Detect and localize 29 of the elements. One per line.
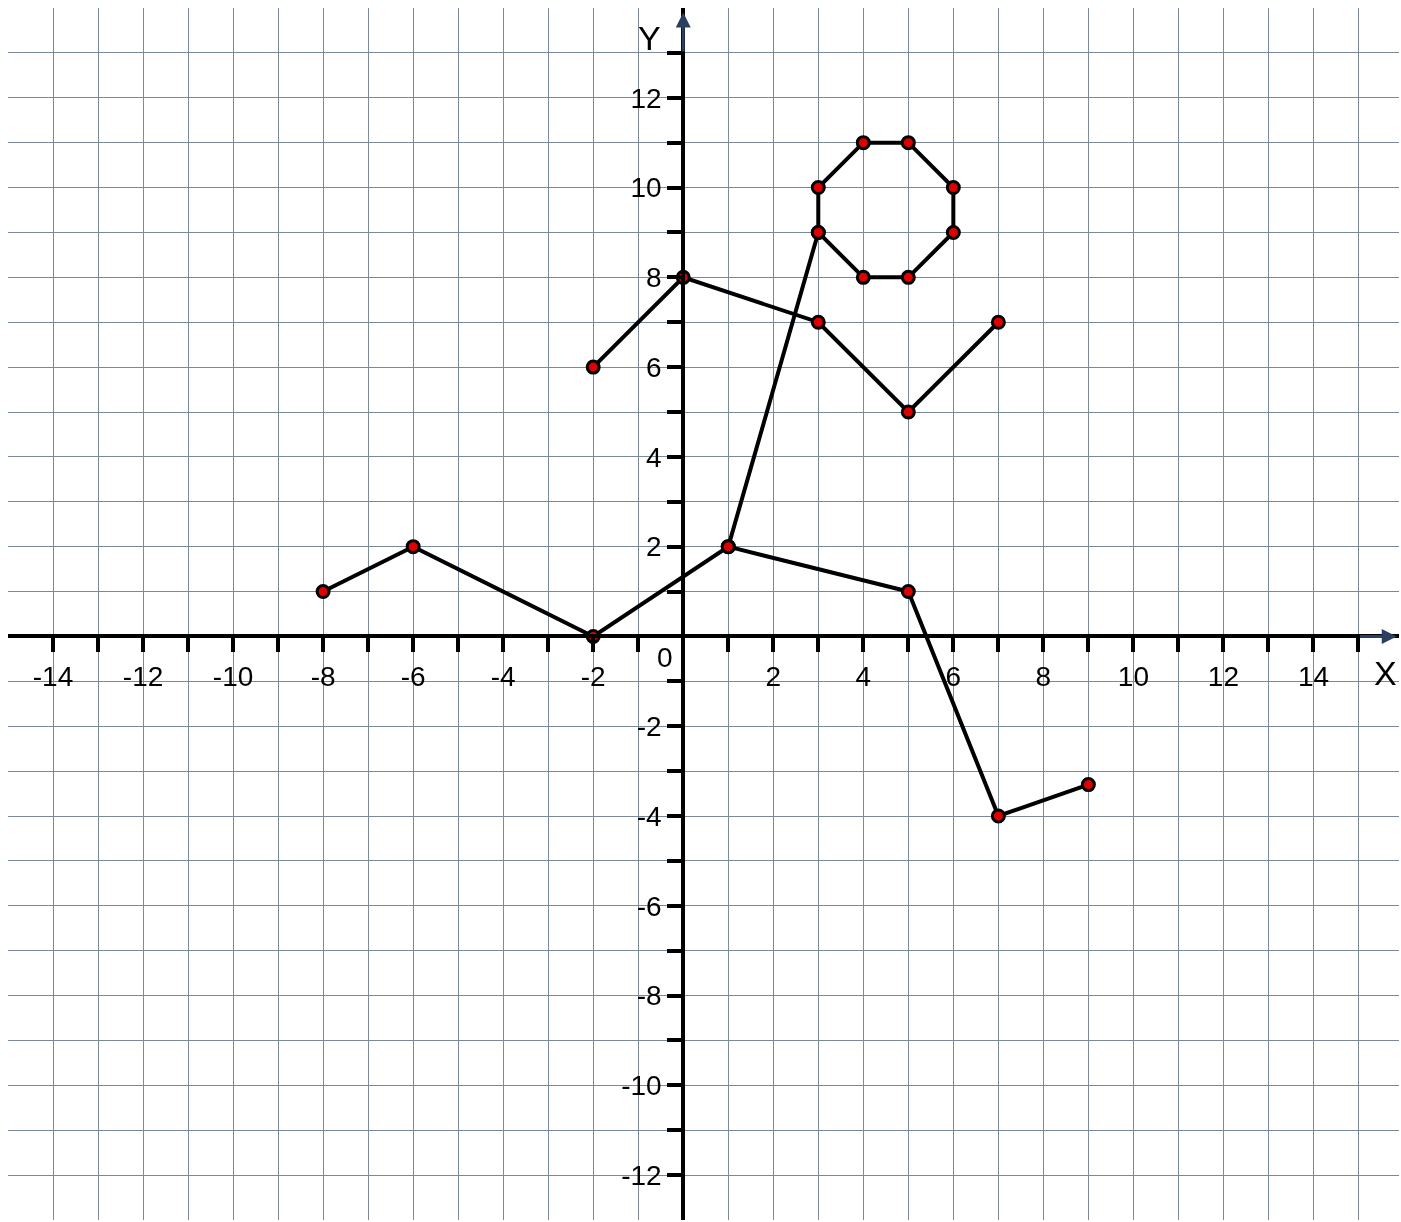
y-tick-label: -10 <box>621 1070 662 1102</box>
y-tick-label: 6 <box>646 351 662 383</box>
x-axis-title: X <box>1374 654 1397 692</box>
y-tick-label: 4 <box>646 441 662 473</box>
y-tick-label: 10 <box>630 172 662 204</box>
annotation: 0 <box>657 642 673 673</box>
x-tick-label: -4 <box>490 661 516 693</box>
y-tick-label: -8 <box>636 980 662 1012</box>
x-tick-label: 10 <box>1117 661 1149 693</box>
y-tick-label: -4 <box>636 800 662 832</box>
x-tick-label: -12 <box>122 661 164 693</box>
y-tick-label: 12 <box>630 82 662 114</box>
y-tick-label: 8 <box>646 262 662 294</box>
x-tick-label: 14 <box>1297 661 1330 693</box>
x-tick-label: -14 <box>32 661 74 693</box>
y-tick-label: -6 <box>636 890 662 922</box>
x-tick-label: -8 <box>310 661 336 693</box>
x-tick-label: 6 <box>945 661 962 693</box>
x-tick-label: 2 <box>765 661 782 693</box>
x-tick-label: -2 <box>580 661 606 693</box>
x-tick-label: 4 <box>855 661 872 693</box>
x-tick-label: -6 <box>400 661 426 693</box>
x-tick-label: -10 <box>212 661 254 693</box>
y-tick-label: -2 <box>636 711 662 743</box>
y-axis-title: Y <box>638 19 661 57</box>
y-tick-label: -12 <box>621 1159 662 1191</box>
x-tick-label: 8 <box>1035 661 1052 693</box>
x-tick-label: 12 <box>1207 661 1240 693</box>
y-tick-label: 2 <box>646 531 662 563</box>
